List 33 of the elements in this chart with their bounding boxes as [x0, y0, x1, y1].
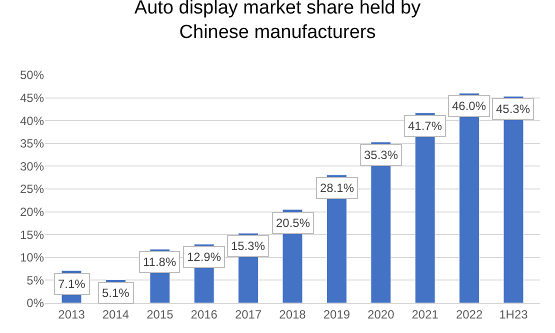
y-tick-label: 5% — [26, 273, 44, 288]
x-tick-label: 2014 — [102, 307, 130, 322]
data-label: 11.8% — [143, 255, 176, 269]
x-tick-label: 2017 — [234, 307, 262, 322]
x-tick-label: 2015 — [146, 307, 174, 322]
x-tick-label: 2013 — [58, 307, 86, 322]
x-tick-label: 2021 — [412, 307, 439, 322]
data-label: 15.3% — [231, 239, 266, 253]
y-tick-label: 20% — [20, 205, 44, 219]
x-tick-label: 2020 — [368, 307, 395, 322]
data-label: 41.7% — [408, 119, 442, 133]
x-tick-label: 2022 — [456, 307, 483, 322]
data-label: 5.1% — [102, 286, 130, 300]
y-tick-label: 10% — [20, 250, 44, 265]
y-tick-label: 30% — [20, 159, 44, 174]
data-label: 7.1% — [58, 277, 86, 291]
y-tick-label: 50% — [20, 68, 44, 82]
y-tick-label: 25% — [20, 182, 44, 196]
data-label: 46.0% — [452, 99, 486, 113]
x-tick-label: 1H23 — [499, 307, 528, 322]
x-tick-label: 2016 — [190, 307, 218, 322]
y-tick-label: 35% — [20, 136, 44, 151]
x-tick-label: 2018 — [279, 307, 306, 322]
data-label: 35.3% — [364, 148, 398, 162]
data-label: 12.9% — [187, 250, 222, 264]
data-label: 20.5% — [276, 216, 310, 230]
y-tick-label: 15% — [20, 228, 44, 242]
data-label: 28.1% — [320, 181, 354, 195]
y-tick-label: 45% — [20, 91, 44, 105]
x-tick-label: 2019 — [323, 307, 350, 322]
data-label: 45.3% — [496, 102, 530, 116]
y-tick-label: 40% — [20, 114, 44, 128]
y-tick-label: 0% — [26, 296, 44, 310]
